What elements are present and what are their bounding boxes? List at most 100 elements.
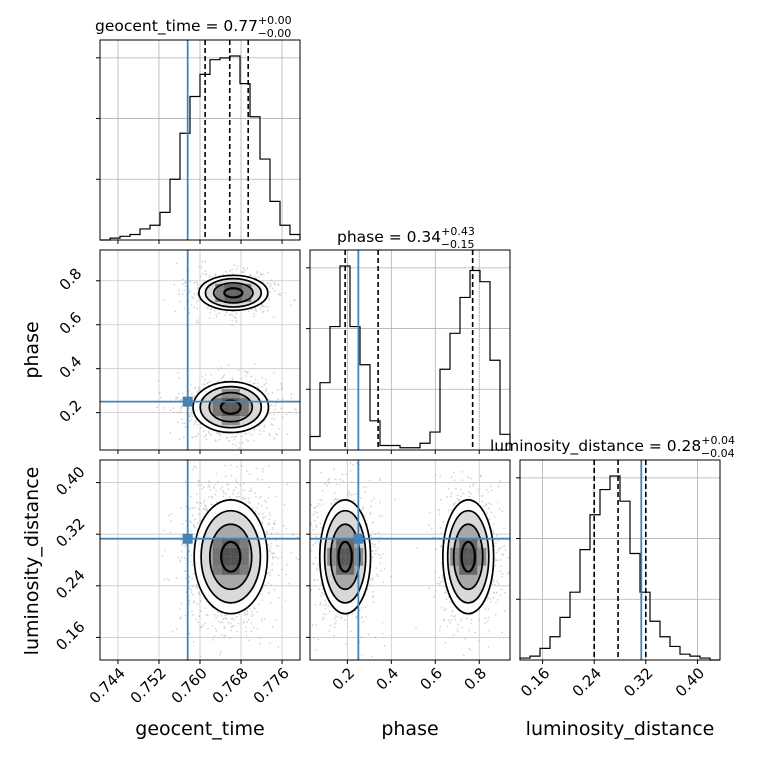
- density-cell: [336, 556, 346, 566]
- density-cell: [345, 547, 355, 557]
- y-tick-label: 0.6: [56, 308, 86, 338]
- density-cell: [230, 398, 240, 408]
- title-luminosity-distance: luminosity_distance = 0.28+0.04 −0.04: [490, 434, 735, 460]
- panel-frame: [309, 459, 511, 661]
- panel-frame: [519, 459, 721, 661]
- injection-marker: [182, 533, 193, 544]
- contour-line: [446, 509, 490, 604]
- density-cell: [468, 547, 478, 557]
- density-cell: [336, 565, 346, 575]
- contour-line: [460, 540, 476, 573]
- histogram-step: [309, 265, 511, 450]
- y-tick-label: 0.8: [56, 264, 86, 294]
- x-tick-label: 0.32: [620, 664, 656, 700]
- contour-line: [223, 287, 244, 299]
- contour-line: [220, 540, 242, 573]
- contour-line: [318, 499, 372, 615]
- x-tick-label: 0.752: [127, 664, 170, 707]
- injection-marker: [182, 396, 193, 407]
- contour-line: [200, 509, 262, 604]
- contour-line: [208, 523, 253, 591]
- x-tick-label: 0.40: [672, 664, 708, 700]
- density-cell: [345, 556, 355, 566]
- contour-line: [212, 281, 254, 304]
- density-cell: [221, 547, 231, 557]
- title-phase: phase = 0.34+0.43 −0.15: [337, 225, 475, 251]
- y-tick-label: 0.16: [52, 618, 88, 654]
- density-cell: [239, 556, 249, 566]
- x-tick-label: 0.24: [569, 664, 605, 700]
- density-cell: [336, 547, 346, 557]
- density-cell: [212, 565, 222, 575]
- density-cell: [459, 547, 469, 557]
- contour-line: [193, 499, 269, 615]
- density-cell: [477, 547, 487, 557]
- contour-line: [199, 385, 263, 429]
- density-cell: [327, 556, 337, 566]
- density-cell: [212, 407, 222, 417]
- density-cell: [345, 538, 355, 548]
- density-cell: [477, 556, 487, 566]
- density-cell: [212, 398, 222, 408]
- contour-line: [323, 509, 367, 604]
- density-cell: [459, 556, 469, 566]
- xlabel-luminosity-distance: luminosity_distance: [526, 718, 715, 740]
- density-cell: [230, 407, 240, 417]
- contour-line: [337, 540, 353, 573]
- y-tick-label: 0.4: [56, 352, 86, 382]
- hist-panel-phase: [306, 249, 511, 454]
- contour-line: [329, 523, 361, 591]
- ylabel-phase: phase: [21, 321, 43, 378]
- x-tick-label: 0.768: [209, 664, 252, 707]
- y-tick-label: 0.40: [52, 463, 88, 499]
- density-cell: [450, 547, 460, 557]
- y-tick-label: 0.32: [52, 514, 88, 550]
- panel-content: [100, 460, 300, 660]
- ylabel-luminosity-distance: luminosity_distance: [21, 467, 43, 656]
- hist-panel-luminosity-distance: [516, 459, 721, 664]
- contour-line: [452, 523, 484, 591]
- density-cell: [230, 556, 240, 566]
- title-geocent-time: geocent_time = 0.77+0.00 −0.00: [95, 14, 292, 40]
- density-cell: [239, 538, 249, 548]
- labels: geocent_time = 0.77+0.00 −0.00 phase = 0.…: [21, 14, 735, 740]
- density-cell: [221, 556, 231, 566]
- contour-line: [219, 399, 242, 415]
- density-cell: [468, 565, 478, 575]
- x-tick-label: 0.4: [373, 664, 403, 694]
- injection-marker: [353, 533, 364, 544]
- density-cell: [239, 407, 249, 417]
- density-cell: [239, 565, 249, 575]
- density-cell: [242, 283, 252, 293]
- x-tick-label: 0.2: [329, 664, 359, 694]
- density-cell: [468, 538, 478, 548]
- density-cell: [459, 538, 469, 548]
- density-cell: [221, 398, 231, 408]
- contour-line: [204, 277, 263, 308]
- density-cell: [468, 556, 478, 566]
- y-tick-label: 0.2: [56, 396, 86, 426]
- density-cell: [345, 565, 355, 575]
- density-cell: [212, 556, 222, 566]
- x-tick-label: 0.744: [86, 664, 129, 707]
- x-tick-label: 0.8: [460, 664, 490, 694]
- panel-content: [100, 250, 300, 450]
- density-cell: [230, 547, 240, 557]
- x-tick-label: 0.760: [168, 664, 211, 707]
- xlabel-geocent-time: geocent_time: [135, 718, 264, 740]
- contour-line: [198, 274, 269, 312]
- density-cell: [215, 292, 225, 302]
- x-tick-label: 0.776: [250, 664, 293, 707]
- panel-2d-phase-vs-geocent-time: [96, 249, 301, 454]
- density-cell: [336, 538, 346, 548]
- density-cell: [215, 283, 225, 293]
- density-cell: [212, 538, 222, 548]
- histogram-step: [100, 55, 301, 241]
- x-tick-label: 0.6: [417, 664, 447, 694]
- density-cell: [239, 398, 249, 408]
- x-tick-label: 0.16: [517, 664, 553, 700]
- contour-line: [442, 499, 495, 615]
- panels: 0.20.40.60.80.160.240.320.400.7440.7520.…: [52, 39, 721, 707]
- contour-line: [208, 391, 254, 423]
- density-cell: [212, 547, 222, 557]
